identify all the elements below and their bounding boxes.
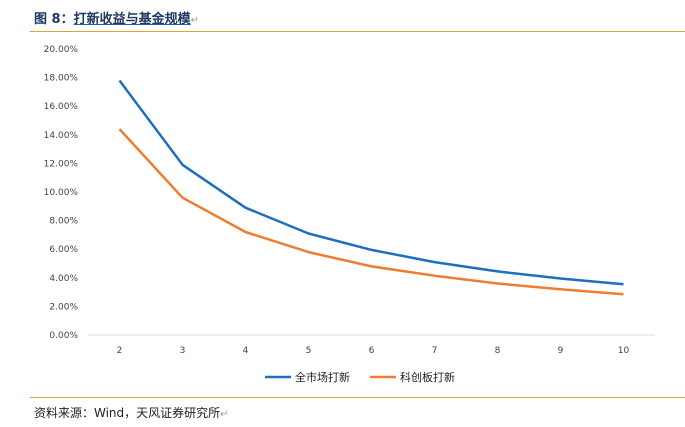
legend-label: 全市场打新 (295, 370, 350, 384)
y-tick-label: 0.00% (49, 331, 78, 341)
y-tick-label: 8.00% (49, 217, 78, 227)
x-tick-label: 7 (432, 346, 438, 356)
series-line-1 (118, 79, 624, 286)
x-tick-label: 4 (243, 346, 249, 356)
source-note: 资料来源：Wind，天风证券研究所↵ (34, 406, 229, 420)
figure-title-text: 打新收益与基金规模 (73, 12, 191, 27)
legend-label: 科创板打新 (400, 370, 455, 384)
x-tick-label: 2 (117, 346, 123, 356)
y-tick-label: 4.00% (49, 274, 78, 284)
x-tick-label: 9 (558, 346, 564, 356)
x-axis: 2 3 4 5 6 7 8 9 10 (88, 334, 655, 356)
bottom-rule (30, 397, 685, 398)
line-chart: 0.00% 2.00% 4.00% 6.00% 8.00% 10.00% 12.00% 14.… (44, 45, 655, 384)
y-axis: 0.00% 2.00% 4.00% 6.00% 8.00% 10.00% 12.00% 14.… (44, 45, 79, 341)
x-tick-label: 6 (369, 346, 375, 356)
top-rule (30, 31, 685, 32)
figure-title: 图 8：打新收益与基金规模↵ (34, 12, 199, 27)
x-tick-label: 8 (495, 346, 501, 356)
y-tick-label: 2.00% (49, 302, 78, 312)
series-lines (118, 79, 624, 296)
x-tick-label: 3 (180, 346, 186, 356)
x-tick-label: 5 (306, 346, 312, 356)
x-tick-label: 10 (618, 346, 630, 356)
y-tick-label: 12.00% (44, 159, 79, 169)
series-line-2 (118, 128, 624, 296)
y-tick-label: 14.00% (44, 131, 79, 141)
legend: 全市场打新 科创板打新 (265, 370, 455, 384)
y-tick-label: 6.00% (49, 245, 78, 255)
y-tick-label: 10.00% (44, 188, 79, 198)
source-text: 资料来源：Wind，天风证券研究所 (34, 406, 221, 420)
y-tick-label: 20.00% (44, 45, 79, 55)
figure-label: 图 8： (34, 12, 74, 27)
y-tick-label: 16.00% (44, 102, 79, 112)
y-tick-label: 18.00% (44, 74, 79, 84)
